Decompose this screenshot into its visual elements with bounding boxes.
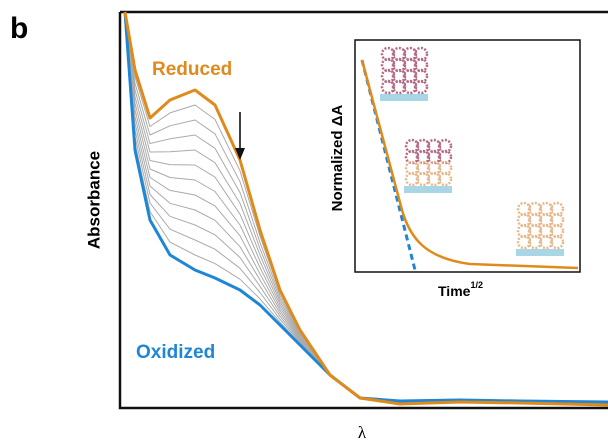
substrate bbox=[380, 94, 428, 101]
inset-x-text: Time bbox=[438, 283, 471, 299]
figure: b Reduced Oxidized Absorbance λ Normaliz… bbox=[0, 0, 608, 445]
panel-label: b bbox=[10, 12, 28, 45]
substrate bbox=[404, 186, 452, 193]
inset-x-superscript: 1/2 bbox=[470, 280, 483, 290]
x-axis-label: λ bbox=[358, 423, 367, 442]
inset-x-label: Time1/2 bbox=[438, 280, 483, 298]
inset-y-label: Normalized ΔA bbox=[329, 105, 346, 212]
substrate bbox=[516, 249, 564, 256]
reduced-label: Reduced bbox=[152, 59, 232, 80]
y-axis-label: Absorbance bbox=[84, 151, 103, 249]
oxidized-label: Oxidized bbox=[136, 342, 215, 363]
